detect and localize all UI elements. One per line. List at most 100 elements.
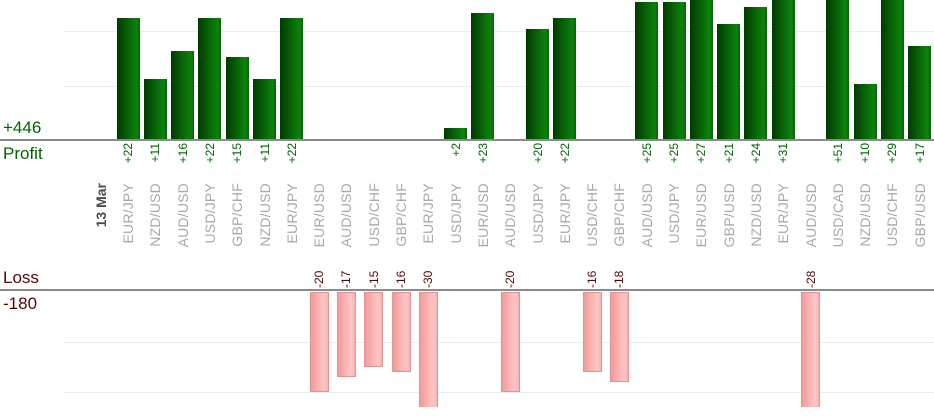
profit-bar <box>826 0 850 139</box>
pair-label: EUR/USD <box>474 183 491 248</box>
profit-bar <box>444 128 468 139</box>
pair-label: USD/JPY <box>666 183 682 244</box>
loss-axis-label: Loss <box>3 268 39 287</box>
profit-value-label: +31 <box>776 143 791 164</box>
loss-value-label: -16 <box>394 270 408 288</box>
profit-bar <box>280 18 304 139</box>
loss-bar <box>801 292 820 407</box>
loss-axis-line <box>0 289 934 291</box>
profit-gridline-20 <box>63 31 934 32</box>
loss-bar <box>364 292 384 367</box>
profit-value-label: +25 <box>667 143 681 164</box>
profit-bar <box>662 1 686 139</box>
loss-bar <box>336 292 356 377</box>
pair-label: NZD/USD <box>747 183 764 247</box>
pair-label: NZD/USD <box>147 183 164 247</box>
loss-value-label: -18 <box>612 270 627 288</box>
loss-plot-area <box>0 292 934 407</box>
profit-bar <box>225 56 249 139</box>
pair-label: EUR/JPY <box>283 183 300 244</box>
profit-value-label: +22 <box>202 143 217 164</box>
pair-label: EUR/JPY <box>120 183 136 244</box>
loss-value-label: -20 <box>312 270 327 288</box>
loss-value-label: -15 <box>366 270 381 288</box>
loss-bar <box>309 292 329 392</box>
loss-bar <box>609 292 629 382</box>
loss-gridline-20 <box>63 392 934 393</box>
profit-bar <box>908 45 932 139</box>
loss-bar <box>391 292 411 372</box>
loss-bar <box>418 292 438 407</box>
profit-value-label: +15 <box>230 143 245 164</box>
pair-label: USD/JPY <box>529 183 546 244</box>
profit-bar <box>198 18 222 139</box>
profit-bar <box>771 0 795 139</box>
pair-label: EUR/JPY <box>775 183 792 244</box>
pair-label: AUD/USD <box>638 183 655 248</box>
pair-label: GBP/CHF <box>611 183 628 247</box>
profit-bar <box>116 18 140 139</box>
profit-value-label: +27 <box>694 143 709 164</box>
pair-label: GBP/CHF <box>229 183 246 247</box>
pair-label: EUR/JPY <box>556 183 573 244</box>
pair-label: GBP/USD <box>911 183 928 248</box>
pair-label: GBP/USD <box>720 183 737 248</box>
pair-label: AUD/USD <box>802 183 819 248</box>
loss-gridline-10 <box>63 342 934 343</box>
profit-gridline-10 <box>63 86 934 87</box>
profit-value-label: +16 <box>175 143 190 164</box>
profit-bar <box>471 12 495 139</box>
profit-value-label: +21 <box>721 143 736 164</box>
profit-bar <box>853 84 877 139</box>
pair-label: AUD/USD <box>338 183 355 248</box>
pair-label: AUD/USD <box>502 183 519 248</box>
loss-value-label: -20 <box>503 270 518 288</box>
profit-value-label: +24 <box>748 143 763 164</box>
profit-bar <box>526 29 549 139</box>
pair-label: USD/JPY <box>201 183 218 244</box>
profit-bar <box>635 1 659 139</box>
profit-bar <box>553 18 577 139</box>
pair-label: USD/CHF <box>584 183 601 247</box>
profit-value-label: +22 <box>557 143 572 164</box>
pair-label: EUR/USD <box>311 183 328 248</box>
profit-bar <box>689 0 713 139</box>
profit-value-label: +2 <box>448 143 463 157</box>
profit-value-label: +25 <box>639 143 654 164</box>
pair-label: USD/JPY <box>447 183 464 244</box>
loss-value-label: -30 <box>421 270 436 288</box>
pair-label: EUR/JPY <box>420 183 437 244</box>
profit-bar <box>171 51 195 139</box>
loss-bar <box>582 292 602 372</box>
loss-value-label: -16 <box>585 270 600 288</box>
profit-axis-label: Profit <box>3 144 43 163</box>
pair-label: USD/CHF <box>884 183 901 247</box>
loss-bar <box>500 292 520 392</box>
pair-label: EUR/USD <box>693 183 710 248</box>
profit-value-label: +23 <box>475 143 490 164</box>
profit-value-label: +10 <box>858 143 873 164</box>
profit-value-label: +22 <box>284 143 299 164</box>
profit-plot-area <box>0 0 934 139</box>
profit-value-label: +51 <box>830 143 845 164</box>
profit-value-label: +11 <box>148 143 163 163</box>
pair-label: USD/CHF <box>365 183 382 247</box>
profit-axis-line <box>0 139 934 141</box>
profit-total-label: +446 <box>3 118 42 137</box>
pair-label: NZD/USD <box>256 183 273 247</box>
loss-total-label: -180 <box>3 294 38 313</box>
profit-bar <box>744 7 768 139</box>
profit-value-label: +22 <box>121 143 135 164</box>
loss-value-label: -17 <box>339 270 354 288</box>
profit-bar <box>143 78 167 139</box>
pair-label: AUD/USD <box>174 183 191 248</box>
profit-bar <box>880 0 904 139</box>
pair-label: GBP/CHF <box>393 183 409 247</box>
profit-bar <box>717 23 741 139</box>
profit-bar <box>253 78 276 139</box>
date-label: 13 Mar <box>93 183 109 228</box>
profit-value-label: +29 <box>885 143 900 164</box>
pair-label: USD/CAD <box>829 183 846 248</box>
profit-value-label: +11 <box>257 143 272 163</box>
pair-label: NZD/USD <box>857 183 874 247</box>
